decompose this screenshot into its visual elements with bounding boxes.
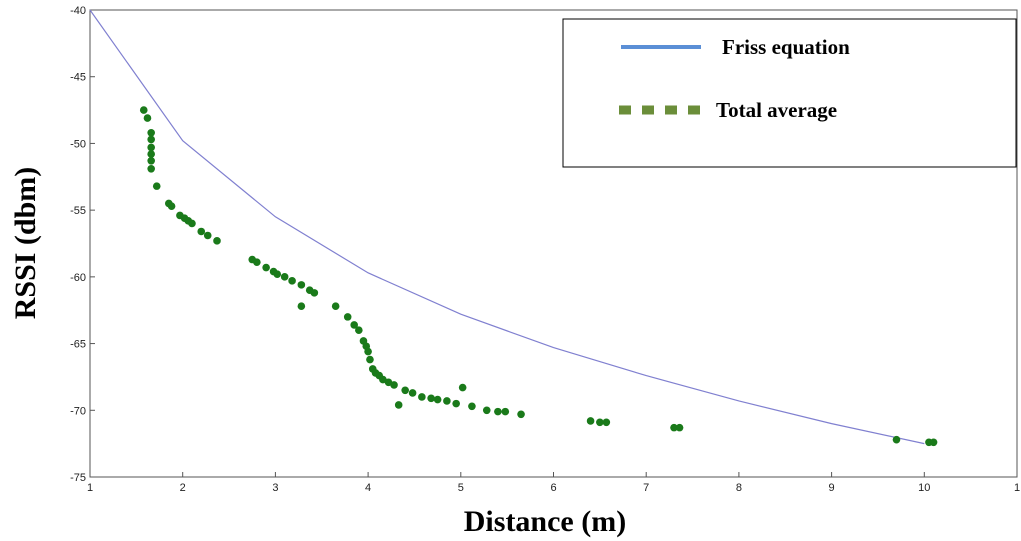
y-tick-label: -50 [70, 138, 86, 150]
total-average-point [152, 182, 161, 190]
total-average-point [147, 128, 155, 137]
x-tick-label: 5 [458, 482, 464, 494]
total-average-point [147, 143, 155, 152]
total-average-point [253, 258, 261, 266]
total-average-point [494, 407, 502, 416]
x-tick-label: 9 [829, 482, 835, 494]
axis-ticks: 1 2 3 4 5 6 7 8 9 10 1 -40 -45 -50 -55 -60 -65 -70 -75 [70, 5, 1020, 494]
legend: Friss equation Total average [562, 18, 1017, 168]
total-average-point [390, 381, 398, 389]
total-average-point [602, 418, 611, 427]
total-average-point [364, 347, 372, 356]
total-average-point [418, 393, 426, 401]
total-average-point [433, 395, 442, 404]
y-tick-label: -75 [70, 472, 86, 484]
y-axis-title: RSSI (dbm) [9, 167, 42, 320]
total-average-point [203, 231, 212, 240]
total-average-point [427, 394, 435, 403]
total-average-point [147, 164, 155, 173]
total-average-point [452, 399, 460, 408]
total-average-point [586, 417, 595, 425]
y-tick-label: -40 [70, 5, 86, 17]
total-average-point [310, 289, 319, 297]
x-tick-label: 2 [180, 482, 186, 494]
y-tick-label: -65 [70, 339, 86, 351]
total-average-point [213, 237, 221, 245]
series-layer [89, 9, 938, 447]
x-tick-label: 6 [550, 482, 556, 494]
total-average-point [188, 219, 196, 228]
total-average-point [297, 302, 306, 311]
total-average-point [262, 263, 270, 272]
total-average-point [343, 313, 352, 321]
total-average-point [147, 135, 155, 144]
x-tick-label: 4 [365, 482, 371, 494]
total-average-point [297, 281, 306, 289]
x-axis-title: Distance (m) [464, 505, 626, 538]
total-average-point [355, 326, 363, 335]
x-tick-label: 10 [918, 482, 930, 494]
y-tick-label: -45 [70, 72, 86, 84]
x-tick-label: 7 [643, 482, 649, 494]
total-average-point [197, 227, 206, 236]
total-average-point [468, 402, 476, 411]
total-average-point [143, 114, 152, 122]
total-average-point [892, 435, 901, 444]
legend-label-friss: Friss equation [722, 35, 850, 59]
y-tick-label: -60 [70, 272, 86, 284]
total-average-point [482, 406, 491, 415]
y-tick-label: -70 [70, 405, 86, 417]
total-average-point [408, 389, 417, 397]
total-average-point [596, 418, 604, 427]
total-average-point [167, 202, 176, 210]
y-tick-label: -55 [70, 205, 86, 217]
total-average-point [139, 106, 148, 114]
total-average-point [273, 270, 282, 278]
legend-box [562, 18, 1017, 168]
total-average-point [458, 383, 467, 392]
x-tick-label: 1 [87, 482, 93, 494]
total-average-point [517, 410, 525, 419]
total-average-point [929, 438, 938, 447]
total-average-point [366, 355, 374, 364]
total-average-point [501, 407, 510, 416]
total-average-point [350, 321, 358, 329]
x-tick-label: 3 [272, 482, 278, 494]
total-average-point [288, 277, 296, 285]
total-average-point [394, 401, 403, 409]
friss-equation-line [89, 9, 925, 445]
total-average-point [675, 423, 684, 432]
x-tick-label: 1 [1014, 482, 1020, 494]
legend-label-total-average: Total average [716, 98, 837, 122]
x-tick-label: 8 [736, 482, 742, 494]
total-average-point [280, 273, 289, 281]
total-average-point [147, 156, 155, 165]
total-average-point [443, 397, 451, 405]
total-average-point [670, 423, 678, 432]
total-average-point [331, 302, 340, 311]
total-average-point [147, 150, 155, 158]
total-average-point [401, 386, 409, 395]
